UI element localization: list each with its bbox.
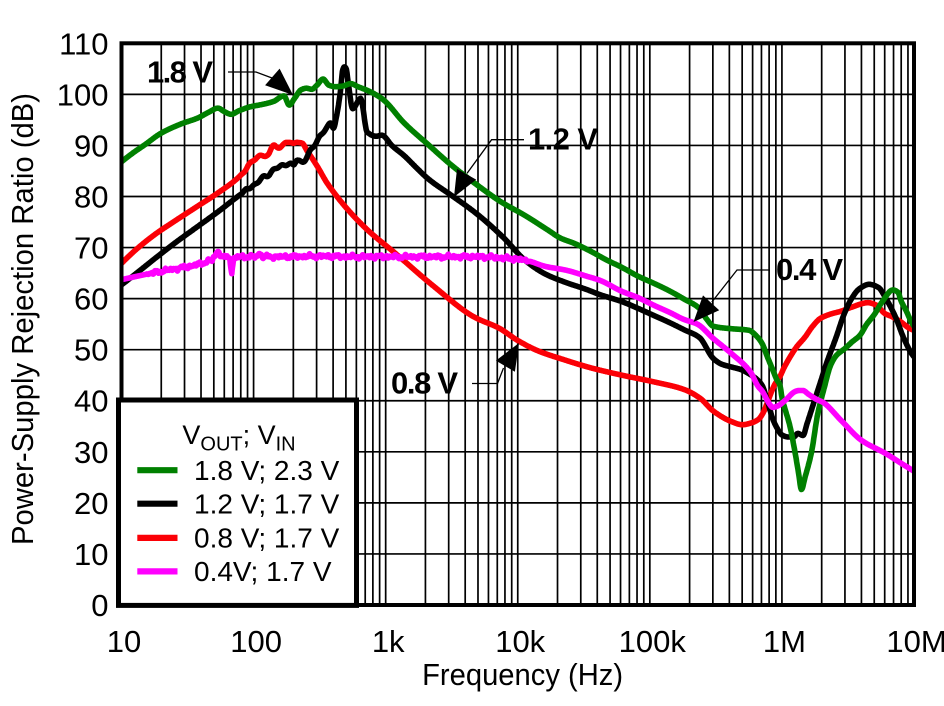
svg-text:0.4V; 1.7 V: 0.4V; 1.7 V	[194, 556, 332, 587]
svg-text:0.4 V: 0.4 V	[776, 252, 843, 287]
svg-text:1.2 V; 1.7 V: 1.2 V; 1.7 V	[194, 489, 340, 520]
svg-text:0.8 V; 1.7 V: 0.8 V; 1.7 V	[194, 523, 340, 554]
svg-text:90: 90	[74, 128, 108, 163]
svg-text:1.8 V; 2.3 V: 1.8 V; 2.3 V	[194, 455, 340, 486]
svg-text:100: 100	[230, 624, 282, 659]
svg-text:10: 10	[74, 537, 108, 572]
svg-text:1M: 1M	[763, 624, 806, 659]
svg-text:100k: 100k	[619, 624, 687, 659]
svg-text:10M: 10M	[886, 624, 944, 659]
svg-text:30: 30	[74, 435, 108, 470]
svg-text:10: 10	[107, 624, 141, 659]
svg-text:1.2 V: 1.2 V	[528, 122, 598, 157]
svg-text:10k: 10k	[495, 624, 545, 659]
svg-text:110: 110	[59, 26, 108, 61]
svg-text:80: 80	[74, 180, 108, 215]
svg-text:40: 40	[74, 384, 108, 419]
svg-text:70: 70	[74, 231, 108, 266]
svg-text:0: 0	[91, 588, 108, 623]
svg-text:Frequency (Hz): Frequency (Hz)	[422, 657, 623, 692]
svg-text:50: 50	[74, 333, 108, 368]
svg-text:20: 20	[74, 486, 108, 521]
svg-text:1.8 V: 1.8 V	[147, 55, 213, 90]
svg-text:0.8 V: 0.8 V	[391, 366, 458, 401]
svg-text:60: 60	[74, 282, 108, 317]
svg-text:100: 100	[57, 77, 109, 112]
svg-text:1k: 1k	[372, 624, 405, 659]
svg-text:Power-Supply Rejection Ratio (: Power-Supply Rejection Ratio (dB)	[5, 93, 40, 545]
